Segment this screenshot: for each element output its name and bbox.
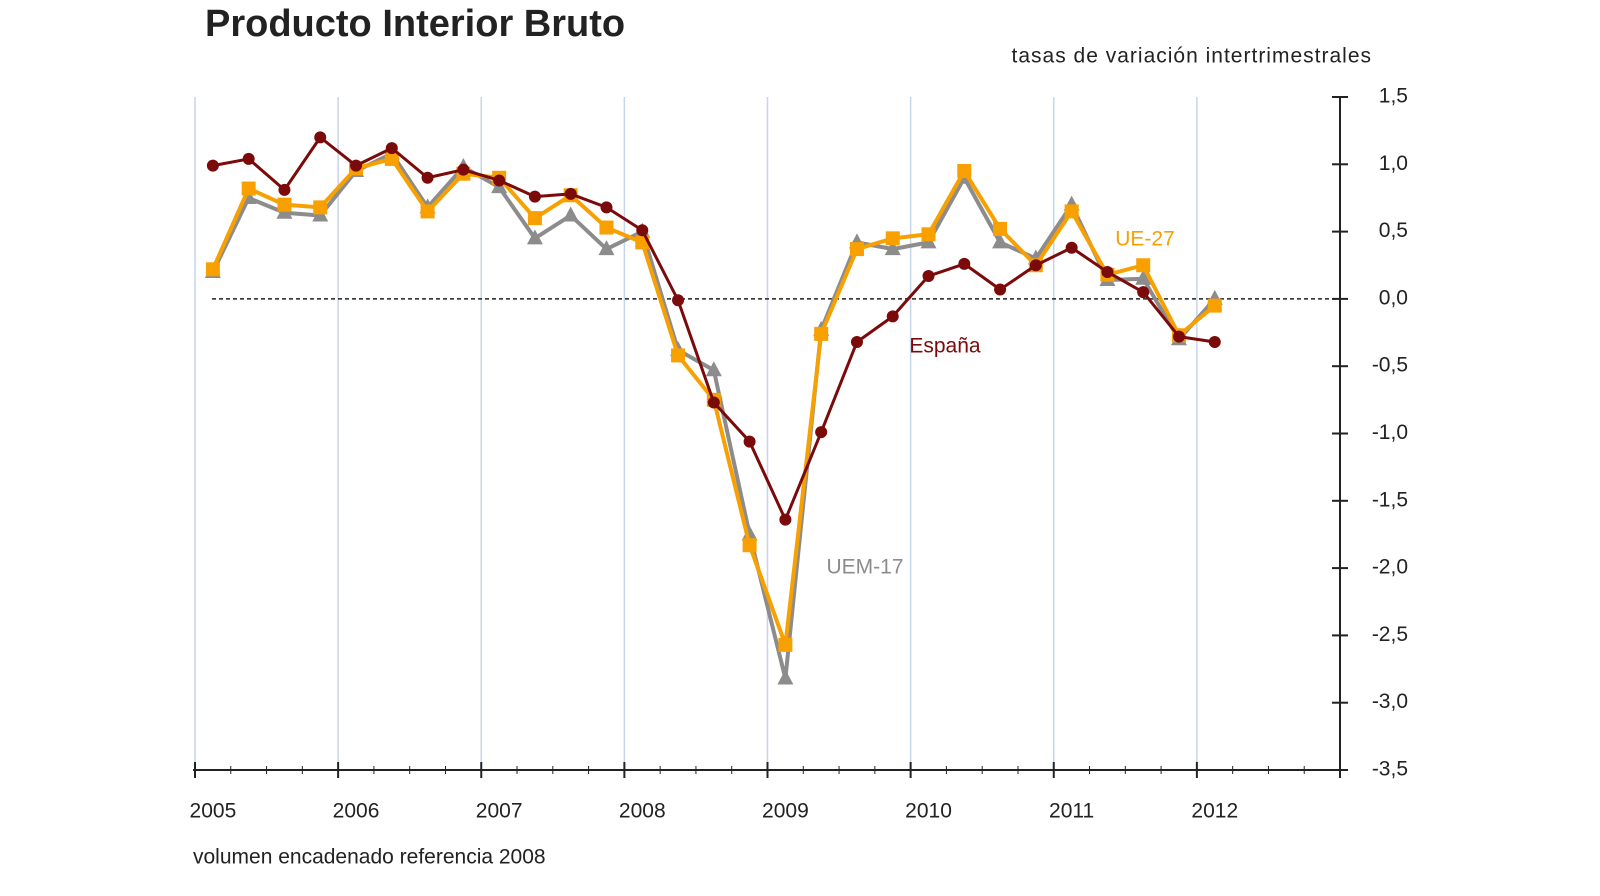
marker [885,231,900,246]
marker [241,181,256,196]
marker [278,183,291,196]
marker [384,151,399,166]
marker [814,326,829,341]
x-tick-label: 2012 [1191,800,1238,823]
series-label: España [909,335,981,358]
marker [778,637,793,652]
marker [600,201,613,214]
marker [850,335,863,348]
x-tick-label: 2005 [190,800,237,823]
marker [922,270,935,283]
marker [205,262,220,277]
marker [528,190,541,203]
marker [1101,265,1114,278]
marker [849,242,864,257]
y-tick-label: -1,0 [1372,421,1408,444]
x-tick-label: 2011 [1049,800,1094,823]
marker [564,187,577,200]
marker [493,174,506,187]
marker [884,240,901,256]
y-tick-label: -0,5 [1372,354,1408,377]
marker [350,159,363,172]
x-tick-label: 2009 [762,800,809,823]
x-tick-label: 2006 [333,800,380,823]
marker [527,211,542,226]
marker [242,152,255,165]
marker [921,227,936,242]
marker [742,538,757,553]
series-label: UE-27 [1115,228,1175,251]
marker [1135,269,1152,285]
marker [1065,241,1078,254]
chart-title: Producto Interior Bruto [205,3,625,45]
y-tick-label: -2,5 [1372,623,1408,646]
marker [815,426,828,439]
marker [457,163,470,176]
marker [743,435,756,448]
marker [672,294,685,307]
x-tick-label: 2008 [619,800,666,823]
series-line [212,135,1215,522]
marker [526,229,543,245]
marker [777,669,794,685]
marker [994,283,1007,296]
marker [1029,259,1042,272]
marker [313,200,328,215]
marker [958,257,971,270]
chart-subtitle: tasas de variación intertrimestrales [1012,45,1372,68]
marker [886,310,899,323]
marker [992,233,1009,249]
marker [1136,258,1151,273]
marker [779,513,792,526]
y-tick-label: -2,0 [1372,556,1408,579]
marker [314,131,327,144]
series-line [211,151,1217,681]
marker [206,159,219,172]
marker [1137,286,1150,299]
marker [598,240,615,256]
y-tick-label: -3,0 [1372,690,1408,713]
marker [671,348,686,363]
y-tick-label: -3,5 [1372,758,1408,781]
marker [1208,335,1221,348]
marker [1064,204,1079,219]
series-label: UEM-17 [826,556,903,579]
y-tick-label: -1,5 [1372,488,1408,511]
y-tick-label: 1,0 [1379,152,1408,175]
marker [420,204,435,219]
footnote: volumen encadenado referencia 2008 [193,846,546,869]
marker [993,221,1008,236]
marker [707,396,720,409]
y-tick-label: 0,5 [1379,219,1408,242]
y-tick-label: 0,0 [1379,286,1408,309]
marker [421,171,434,184]
marker [277,197,292,212]
marker [957,164,972,179]
x-tick-label: 2010 [905,800,952,823]
marker [599,220,614,235]
marker [705,361,722,377]
marker [1172,330,1185,343]
marker [636,224,649,237]
marker [562,206,579,222]
x-tick-label: 2007 [476,800,523,823]
marker [1207,298,1222,313]
marker [385,142,398,155]
y-tick-label: 1,5 [1379,85,1408,108]
